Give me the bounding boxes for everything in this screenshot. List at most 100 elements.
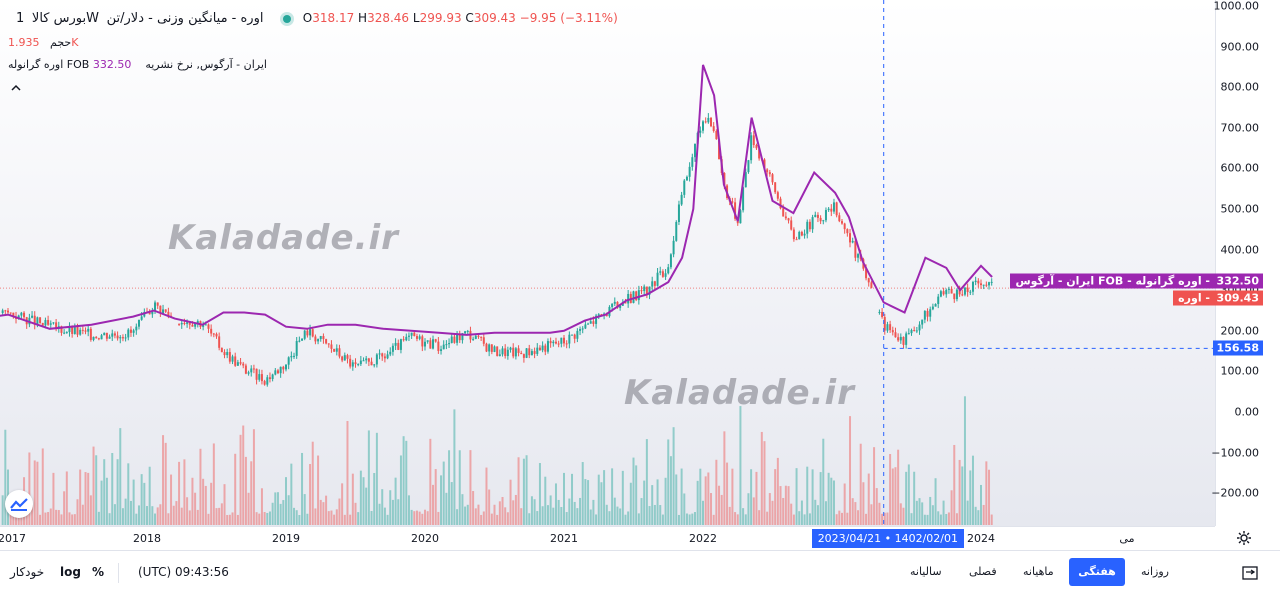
candle [28,313,31,328]
candle [549,337,552,348]
candle-body [811,217,814,230]
volume-bar [282,500,285,525]
timeframe-quarterly[interactable]: فصلی [969,565,997,578]
candle [528,344,531,359]
timeframe-daily[interactable]: روزانه [1141,565,1169,578]
candle-body [827,208,830,211]
legend-title[interactable]: اوره - میانگین وزنی - دلار/تن [106,11,264,26]
candle [274,368,277,376]
candle-body [953,293,956,300]
volume-bar [127,463,130,525]
candle-body [399,339,402,350]
candle-body [536,347,539,354]
volume-bar [929,496,932,525]
log-scale-toggle[interactable]: log [60,565,81,579]
date-range-icon[interactable] [1241,564,1259,582]
percent-scale-toggle[interactable]: % [92,565,105,579]
candle [33,311,36,330]
candle [742,185,745,213]
candle-body [167,311,170,316]
volume-bar [375,432,378,525]
candle [731,197,734,204]
candle-body [39,317,42,323]
volume-bar [341,483,344,525]
candle-body [814,214,817,218]
candle [234,352,237,367]
volume-bar [910,513,913,525]
candle-body [301,338,304,341]
volume-bar [710,493,713,525]
volume-bar [506,512,509,525]
candle-body [520,352,523,355]
volume-bar [143,482,146,525]
candle [734,197,737,221]
candle [910,328,913,336]
volume-bar [496,514,499,525]
volume-bar [87,472,90,525]
candle-body [116,335,119,339]
candle [750,132,753,164]
settings-gear-icon[interactable] [1236,530,1252,546]
price-axis[interactable]: 1000.00 900.00 800.00 700.00 600.00 500.00 400… [1211,0,1280,526]
volume-bar [560,507,563,525]
chart-pane[interactable]: Kaladade.ir Kaladade.ir بورس کالا 1W اور… [0,0,1215,526]
volume-bar [426,511,429,525]
volume-bar [803,514,806,525]
candle [787,217,790,224]
legend-indicator[interactable]: اوره گرانوله FOB ایران - آرگوس, نرخ نشری… [8,58,267,71]
timeframe-monthly[interactable]: ماهیانه [1023,565,1054,578]
volume-bar [883,512,886,525]
price-chart-svg[interactable] [0,0,1215,526]
volume-bar [563,472,565,525]
candle [164,309,167,314]
candle-body [787,218,790,221]
volume-bar [827,472,830,525]
volume-bar [758,510,761,525]
candle-body [97,338,100,340]
utc-clock[interactable]: (UTC) 09:43:56 [138,565,229,579]
candle [774,182,777,195]
candle-body [750,135,753,161]
candle [370,357,373,366]
volume-bar [397,499,400,525]
volume-bar [295,510,298,525]
volume-bar [504,507,507,525]
candle [947,286,950,294]
candle-body [498,354,501,356]
candle-body [739,210,742,224]
collapse-legend-icon[interactable] [8,80,24,96]
time-tick-label: 2021 [550,532,578,545]
candle-body [851,240,854,243]
candle [295,337,298,359]
volume-bar [445,492,448,525]
volume-bar [236,514,239,525]
volume-bar [39,514,42,525]
volume-bar [456,509,459,525]
bottom-toolbar: خودکار log % (UTC) 09:43:56 سالیانه فصلی… [0,550,1280,595]
candle [990,278,993,286]
timeframe-weekly[interactable]: هفتگی [1069,558,1125,586]
candle [119,335,122,344]
candle [685,175,688,181]
candle-body [544,345,547,352]
auto-scale-toggle[interactable]: خودکار [10,565,45,579]
candle [250,365,253,377]
volume-bar [800,500,803,525]
candle-body [135,326,138,331]
candle [571,334,574,336]
legend-interval[interactable]: 1W [16,11,99,26]
candle-body [341,356,344,361]
candle-body [969,291,972,293]
candle-body [44,320,47,326]
volume-bar [482,511,485,525]
timeframe-yearly[interactable]: سالیانه [910,565,942,578]
candle [643,284,646,295]
candle [816,212,819,223]
volume-bar [103,459,106,525]
tradingview-logo-icon[interactable] [5,490,33,518]
time-axis[interactable]: 2023/04/21 • 1402/02/01 2017 2018 2019 2020… [0,526,1215,551]
candle [691,153,694,171]
legend-symbol[interactable]: بورس کالا [31,11,87,26]
candle-body [84,330,87,332]
legend-volume[interactable]: حجم 1.935K [8,36,78,49]
